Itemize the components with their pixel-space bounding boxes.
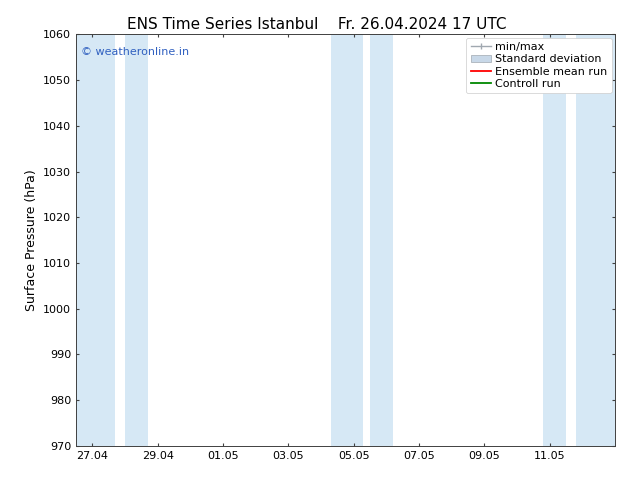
Bar	[576, 34, 615, 446]
Legend: min/max, Standard deviation, Ensemble mean run, Controll run: min/max, Standard deviation, Ensemble me…	[466, 38, 612, 93]
Bar	[370, 34, 393, 446]
Bar	[331, 34, 363, 446]
Text: © weatheronline.in: © weatheronline.in	[81, 47, 190, 57]
Text: ENS Time Series Istanbul    Fr. 26.04.2024 17 UTC: ENS Time Series Istanbul Fr. 26.04.2024 …	[127, 17, 507, 32]
Y-axis label: Surface Pressure (hPa): Surface Pressure (hPa)	[25, 169, 37, 311]
Bar	[76, 34, 115, 446]
Bar	[125, 34, 148, 446]
Bar	[543, 34, 566, 446]
